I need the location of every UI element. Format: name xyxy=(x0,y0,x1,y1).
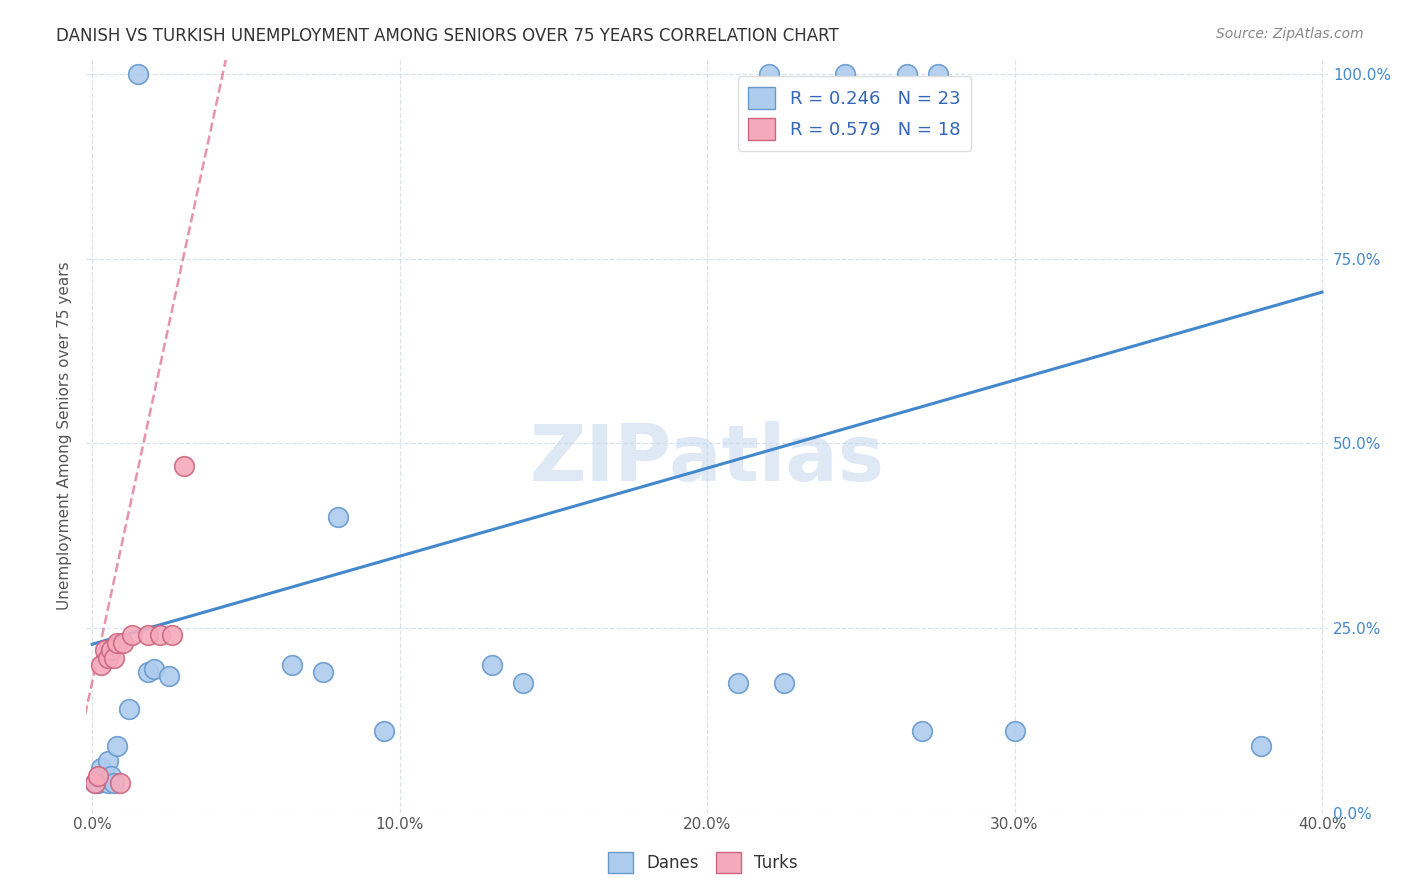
Point xyxy=(149,628,172,642)
Point xyxy=(90,769,112,783)
Point xyxy=(834,67,856,81)
Point xyxy=(160,628,183,642)
Point xyxy=(87,776,110,790)
Point xyxy=(896,67,918,81)
Point xyxy=(100,769,122,783)
Point xyxy=(312,665,335,680)
Point xyxy=(758,67,780,81)
Point xyxy=(727,676,749,690)
Point xyxy=(118,702,141,716)
Point xyxy=(111,636,134,650)
Legend: Danes, Turks: Danes, Turks xyxy=(602,846,804,880)
Point xyxy=(103,650,125,665)
Point xyxy=(481,657,503,672)
Point xyxy=(93,643,115,657)
Point xyxy=(97,650,120,665)
Point xyxy=(97,776,120,790)
Point xyxy=(1250,739,1272,753)
Point xyxy=(84,776,107,790)
Point xyxy=(105,739,128,753)
Point xyxy=(281,657,304,672)
Point xyxy=(87,769,110,783)
Point xyxy=(173,458,195,473)
Point xyxy=(1004,724,1026,739)
Point xyxy=(927,67,949,81)
Point xyxy=(84,776,107,790)
Point xyxy=(911,724,934,739)
Point xyxy=(90,657,112,672)
Point xyxy=(103,776,125,790)
Point xyxy=(93,769,115,783)
Point xyxy=(100,643,122,657)
Point xyxy=(136,628,159,642)
Point xyxy=(127,67,149,81)
Point xyxy=(773,676,796,690)
Point xyxy=(328,510,350,524)
Text: DANISH VS TURKISH UNEMPLOYMENT AMONG SENIORS OVER 75 YEARS CORRELATION CHART: DANISH VS TURKISH UNEMPLOYMENT AMONG SEN… xyxy=(56,27,839,45)
Point xyxy=(105,636,128,650)
Y-axis label: Unemployment Among Seniors over 75 years: Unemployment Among Seniors over 75 years xyxy=(58,261,72,610)
Text: ZIPatlas: ZIPatlas xyxy=(530,421,884,497)
Point xyxy=(157,669,180,683)
Text: Source: ZipAtlas.com: Source: ZipAtlas.com xyxy=(1216,27,1364,41)
Point xyxy=(121,628,143,642)
Point xyxy=(97,754,120,768)
Point xyxy=(373,724,395,739)
Point xyxy=(136,665,159,680)
Point xyxy=(108,776,131,790)
Point xyxy=(142,662,165,676)
Legend: R = 0.246   N = 23, R = 0.579   N = 18: R = 0.246 N = 23, R = 0.579 N = 18 xyxy=(738,76,972,151)
Point xyxy=(90,761,112,775)
Point xyxy=(512,676,534,690)
